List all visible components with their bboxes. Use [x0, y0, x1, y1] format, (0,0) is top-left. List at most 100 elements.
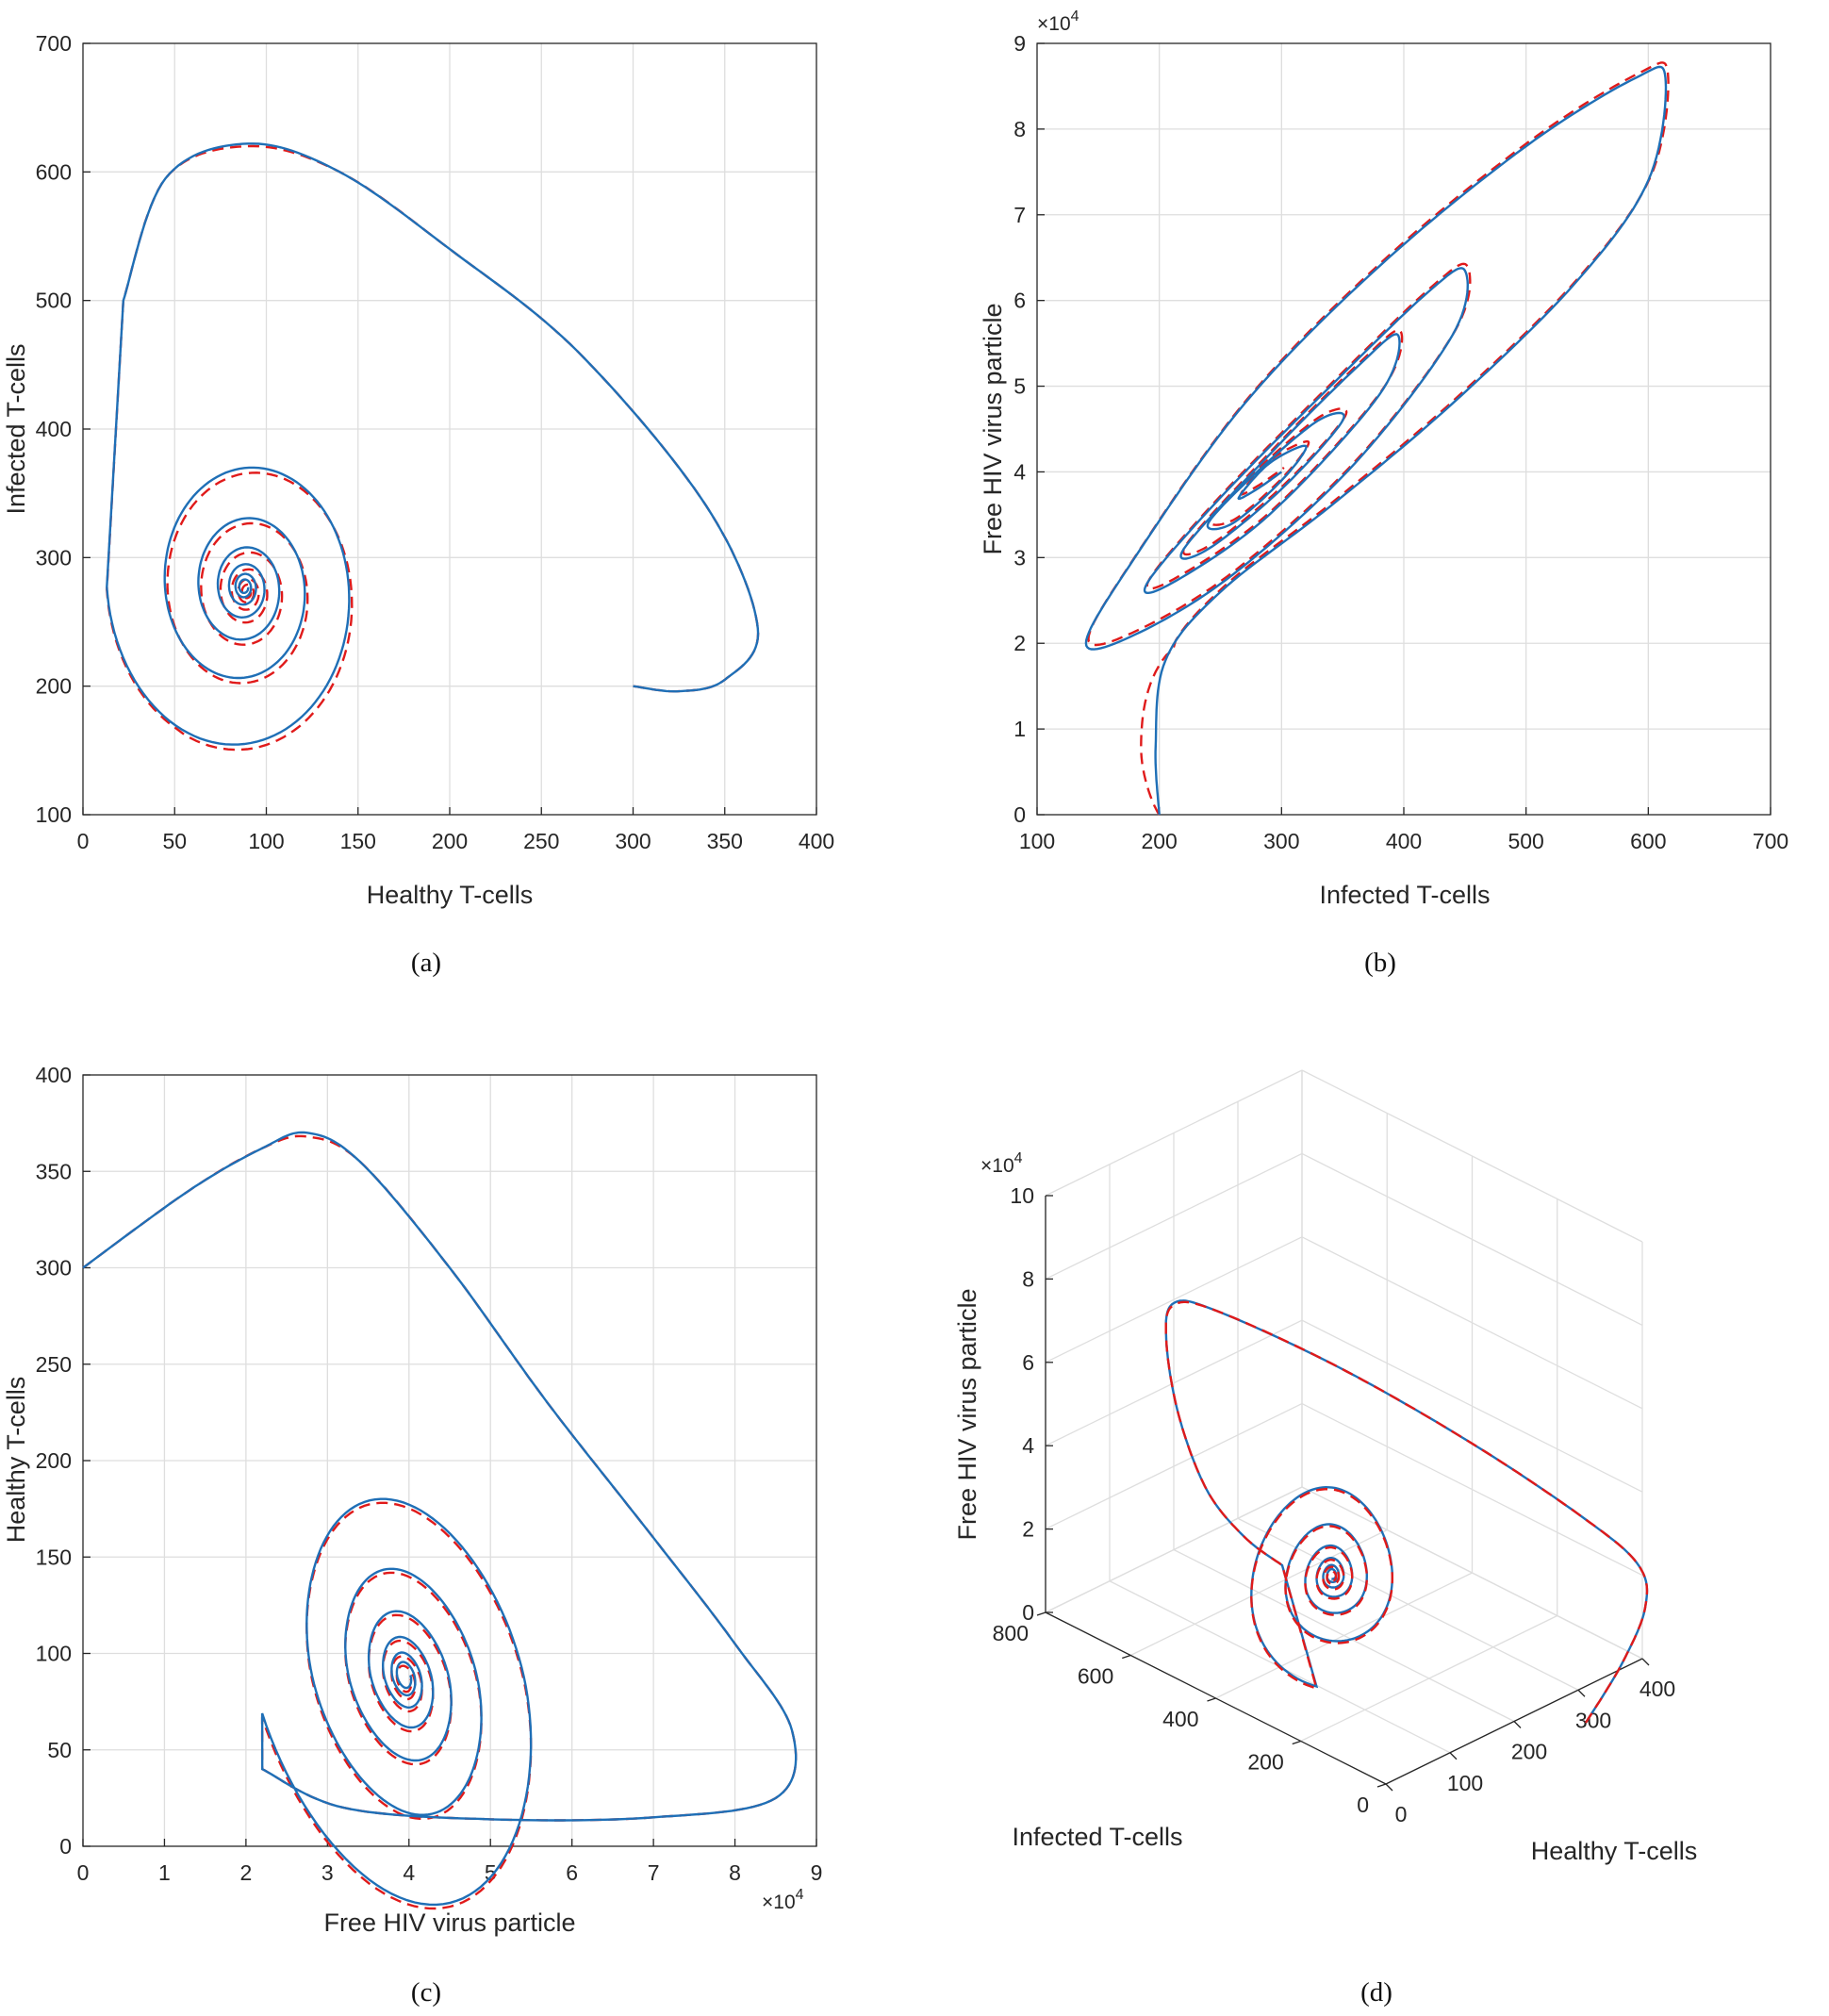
- panel-d-series-red: [1164, 1300, 1649, 1724]
- x-tick-label: 4: [403, 1860, 415, 1885]
- panel-a: 0 50 100 150 200 250 300 350 400 100 200 300 400 500 6…: [2, 31, 834, 978]
- y-tick-label: 4: [1013, 459, 1026, 484]
- x-tick-label: 3: [321, 1860, 334, 1885]
- y-tick-label: 100: [36, 1642, 72, 1666]
- z-tick-label: 6: [1022, 1350, 1034, 1375]
- x-tick-label: 9: [811, 1860, 823, 1885]
- x-tick-mark: [1385, 1783, 1393, 1792]
- panel-b-ylabel: Free HIV virus particle: [979, 303, 1007, 554]
- x-tick-label: 50: [162, 829, 187, 853]
- x-tick-label: 400: [799, 829, 834, 853]
- y-tick-label: 9: [1013, 31, 1026, 56]
- panel-b-series-blue: [1084, 65, 1668, 816]
- z-tick-label: 0: [1022, 1600, 1034, 1625]
- y-tick-label: 800: [993, 1621, 1029, 1645]
- x-tick-mark: [1577, 1689, 1586, 1697]
- wall-gridline: [1301, 1319, 1643, 1493]
- x-tick-label: 200: [1511, 1740, 1547, 1764]
- panel-d-ylabel: Infected T-cells: [1012, 1823, 1182, 1851]
- z-tick-label: 2: [1022, 1517, 1034, 1542]
- panel-b-caption: (b): [1364, 948, 1396, 978]
- y-tick-mark: [1376, 1783, 1387, 1788]
- z-tick-label: 10: [1010, 1183, 1034, 1208]
- z-tick-label: 8: [1022, 1266, 1034, 1291]
- wall-gridline: [1045, 1319, 1303, 1446]
- panel-a-xlabel: Healthy T-cells: [367, 881, 534, 909]
- x-tick-label: 1: [158, 1860, 171, 1885]
- y-tick-label: 8: [1013, 117, 1026, 141]
- y-tick-label: 50: [47, 1738, 72, 1762]
- floor-gridline: [1215, 1572, 1473, 1699]
- x-tick-label: 0: [1395, 1802, 1408, 1826]
- x-tick-label: 350: [707, 829, 743, 853]
- y-tick-label: 1: [1013, 717, 1026, 741]
- panel-a-grid: [83, 43, 816, 815]
- y-tick-label: 250: [36, 1352, 72, 1377]
- y-tick-label: 0: [1357, 1793, 1369, 1817]
- x-tick-label: 0: [77, 1860, 90, 1885]
- wall-gridline: [1045, 1236, 1303, 1363]
- y-tick-label: 300: [36, 545, 72, 570]
- x-tick-label: 200: [1141, 829, 1177, 853]
- x-tick-label: 7: [648, 1860, 660, 1885]
- panel-c-series-blue: [82, 1131, 798, 1907]
- y-tick-label: 350: [36, 1159, 72, 1183]
- x-tick-label: 600: [1630, 829, 1666, 853]
- wall-gridline: [1045, 1152, 1303, 1280]
- y-tick-mark: [1207, 1697, 1216, 1702]
- panel-d-caption: (d): [1360, 1977, 1392, 2008]
- y-tick-label: 500: [36, 289, 72, 313]
- y-tick-label: 5: [1013, 374, 1026, 399]
- y-tick-label: 6: [1013, 289, 1026, 313]
- y-tick-label: 0: [1013, 802, 1026, 827]
- y-tick-label: 2: [1013, 631, 1026, 655]
- x-tick-label: 8: [729, 1860, 741, 1885]
- panel-d-grid: [1045, 1069, 1643, 1785]
- y-tick-label: 7: [1013, 203, 1026, 227]
- panel-a-series-blue: [106, 142, 760, 746]
- panel-c-ylabel: Healthy T-cells: [2, 1377, 30, 1544]
- x-tick-mark: [1513, 1721, 1522, 1728]
- panel-a-caption: (a): [411, 948, 441, 978]
- floor-gridline: [1129, 1529, 1388, 1657]
- y-tick-label: 700: [36, 31, 72, 56]
- panel-d-z-multiplier: ×104: [980, 1150, 1023, 1177]
- x-tick-mark: [1449, 1752, 1458, 1760]
- y-tick-label: 200: [1247, 1750, 1283, 1775]
- x-tick-label: 150: [340, 829, 376, 853]
- panel-b-xlabel: Infected T-cells: [1319, 881, 1490, 909]
- panel-b-ticks: 100 200 300 400 500 600 700 0 1 2 3 4 5 6 7 8 9: [1013, 31, 1788, 853]
- y-tick-label: 300: [36, 1256, 72, 1281]
- x-tick-label: 300: [615, 829, 651, 853]
- panel-b-y-multiplier: ×104: [1037, 8, 1079, 35]
- x-tick-label: 400: [1640, 1677, 1675, 1701]
- floor-gridline: [1300, 1614, 1558, 1743]
- panel-b: 100 200 300 400 500 600 700 0 1 2 3 4 5 6 7 8 9 ×104 Inf…: [979, 8, 1788, 978]
- wall-gridline: [1045, 1069, 1303, 1197]
- wall-gridline: [1301, 1486, 1643, 1660]
- y-tick-label: 200: [36, 674, 72, 699]
- panel-c-series-red: [82, 1134, 798, 1910]
- x-tick-label: 0: [77, 829, 90, 853]
- panel-b-series-red: [1087, 61, 1670, 816]
- y-tick-label: 3: [1013, 545, 1026, 570]
- wall-gridline: [1301, 1403, 1643, 1577]
- x-tick-label: 300: [1263, 829, 1299, 853]
- x-tick-label: 200: [432, 829, 468, 853]
- wall-gridline: [1301, 1236, 1643, 1410]
- x-tick-label: 100: [1447, 1771, 1483, 1795]
- x-tick-label: 400: [1386, 829, 1422, 853]
- panel-c-xlabel: Free HIV virus particle: [323, 1909, 575, 1937]
- x-tick-label: 250: [523, 829, 559, 853]
- wall-gridline: [1301, 1069, 1643, 1243]
- x-tick-mark: [1641, 1658, 1650, 1666]
- panel-a-series-red: [106, 144, 760, 752]
- x-tick-label: 500: [1508, 829, 1543, 853]
- panel-c-x-multiplier: ×104: [762, 1887, 804, 1913]
- x-tick-label: 6: [566, 1860, 578, 1885]
- y-tick-label: 200: [36, 1448, 72, 1473]
- y-tick-label: 400: [36, 417, 72, 441]
